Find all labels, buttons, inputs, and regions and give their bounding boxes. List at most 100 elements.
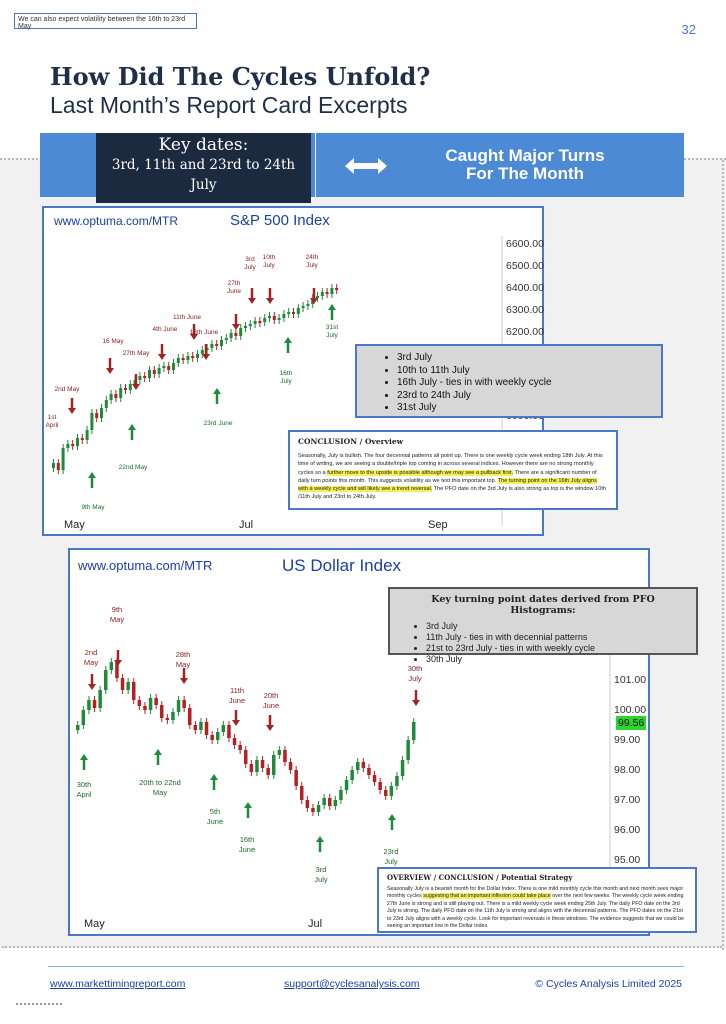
candle-body (395, 776, 399, 786)
key-dates-title: Key dates: (158, 135, 249, 155)
candle-body (165, 718, 170, 720)
candle-body (305, 800, 310, 808)
sp-ann-red-0: 1st April (45, 414, 59, 429)
candle-body (255, 760, 259, 772)
usd-green-arrow-0 (80, 754, 88, 760)
candle-body (344, 780, 349, 790)
candle-body (143, 706, 147, 710)
key-dates-box: Key dates: 3rd, 11th and 23rd to 24th Ju… (96, 133, 311, 203)
candle-body (260, 760, 265, 768)
candle-body (181, 358, 185, 360)
page-number: 32 (681, 22, 696, 37)
candle-body (296, 308, 300, 314)
usd-ann-grn-0: 30th April (76, 780, 92, 799)
usd-key-item: 3rd July (426, 621, 688, 632)
usd-title: US Dollar Index (282, 556, 402, 575)
sp-red-arrow-7 (248, 298, 256, 304)
candle-body (221, 725, 226, 732)
candle-body (210, 344, 214, 348)
usd-red-arrow-4 (266, 725, 274, 731)
sp-green-arrow-0 (88, 472, 96, 478)
candle-body (350, 770, 354, 780)
footer-dots (16, 1003, 62, 1005)
candle-body (294, 770, 298, 786)
sp-ann-red-6: 16th June (189, 329, 219, 336)
candle-body (210, 735, 214, 740)
double-arrow-icon (345, 156, 387, 176)
usd-xtick-0: May (84, 918, 105, 930)
candle-body (412, 722, 416, 740)
candle-body (335, 288, 339, 290)
conclusion-text-2: There are a significant number of daily … (298, 469, 597, 484)
candle-body (124, 388, 127, 390)
sp-ann-red-9: 10th July (262, 254, 276, 269)
overview-highlight: suggesting that an important inflexion c… (423, 893, 551, 900)
caught-line2: For The Month (465, 164, 585, 183)
candle-body (244, 750, 248, 764)
usd-key-dates-box: Key turning point dates derived from PFO… (388, 587, 698, 664)
sp-ytick-1: 6500.00 (506, 260, 544, 272)
candle-body (272, 755, 276, 775)
candle-body (193, 725, 198, 730)
candle-body (120, 678, 125, 690)
sp500-url[interactable]: www.optuma.com/MTR (54, 214, 179, 228)
candle-body (154, 698, 158, 705)
sp-xtick-2: Sep (428, 519, 448, 531)
candle-body (389, 786, 394, 796)
footer-website-link[interactable]: www.markettimingreport.com (50, 978, 186, 990)
candle-body (188, 708, 192, 725)
candle-body (229, 333, 233, 338)
caught-line1: Caught Major Turns (445, 146, 605, 165)
sp-ytick-3: 6300.00 (506, 304, 544, 316)
sp500-conclusion-box: CONCLUSION / Overview Seasonally, July i… (288, 430, 618, 510)
sp500-dates-list-box: 3rd July 10th to 11th July 16th July - t… (355, 344, 663, 418)
candle-body (216, 732, 220, 740)
candle-body (339, 790, 343, 800)
candle-body (76, 438, 79, 446)
usd-ytick-4: 97.00 (614, 794, 641, 806)
candle-body (148, 698, 153, 710)
candle-body (244, 326, 247, 328)
overview-text-1: Seasonally July is a bearish month for t… (387, 886, 684, 900)
candle-body (132, 682, 136, 700)
conclusion-highlight-1: further move to the upside is possible a… (327, 469, 514, 476)
sp-ann-red-1: 2nd May (54, 386, 80, 393)
candle-body (238, 745, 242, 750)
page-subtitle: Last Month’s Report Card Excerpts (50, 92, 408, 118)
candle-body (282, 314, 286, 318)
sp-green-arrow-2 (213, 388, 221, 394)
usd-ann-red-5: 30th July (407, 664, 423, 683)
candle-body (288, 762, 293, 770)
candle-body (253, 321, 257, 324)
usd-ann-grn-1: 20th to 22nd May (139, 778, 181, 797)
candle-body (272, 316, 276, 320)
candle-body (87, 700, 91, 710)
sp-red-arrow-6 (232, 324, 240, 330)
candle-body (176, 358, 180, 363)
usd-ann-red-3: 11th June (228, 686, 246, 705)
usd-red-arrow-2 (180, 678, 188, 684)
sp-xtick-0: May (64, 519, 85, 531)
candle-body (92, 700, 97, 708)
footer-divider (48, 966, 684, 967)
usd-ytick-3: 98.00 (614, 764, 641, 776)
sp-green-arrow-4 (328, 304, 336, 310)
candle-body (283, 750, 287, 762)
sp-green-arrow-1 (128, 424, 136, 430)
footer-email-link[interactable]: support@cyclesanalysis.com (284, 978, 420, 990)
usd-candles (76, 630, 611, 870)
candle-body (325, 292, 329, 294)
usd-red-arrow-1 (114, 660, 122, 666)
candle-body (234, 333, 238, 336)
candle-body (90, 413, 94, 430)
usd-url[interactable]: www.optuma.com/MTR (78, 558, 213, 573)
sp500-title: S&P 500 Index (230, 212, 330, 229)
candle-body (239, 328, 243, 336)
candle-body (71, 444, 75, 446)
candle-body (80, 438, 84, 440)
usd-ytick-1: 100.00 (614, 704, 647, 716)
candle-body (61, 448, 65, 470)
usd-ann-grn-2: 5th June (206, 807, 224, 826)
candle-body (400, 760, 405, 776)
candle-body (182, 700, 186, 708)
